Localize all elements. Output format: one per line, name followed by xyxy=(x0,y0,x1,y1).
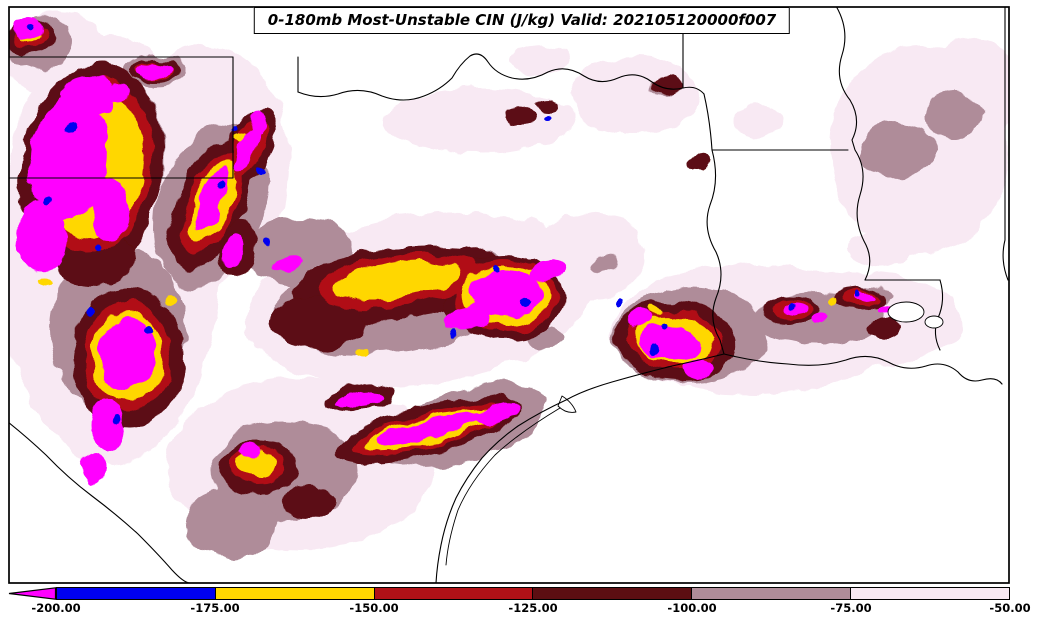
coast-louisiana xyxy=(723,353,1003,385)
colorbar-tick-label: -50.00 xyxy=(989,601,1031,615)
colorbar-tick-label: -175.00 xyxy=(190,601,240,615)
border-tx-ar xyxy=(703,93,713,151)
galveston-bay xyxy=(557,395,577,413)
border-tx-la-sabine xyxy=(706,149,725,355)
colorbar-segment xyxy=(373,587,534,600)
colorbar-tick-label: -100.00 xyxy=(667,601,717,615)
colorbar-tick-label: -125.00 xyxy=(508,601,558,615)
border-nm-tx xyxy=(9,56,234,179)
map-title-box: 0-180mb Most-Unstable CIN (J/kg) Valid: … xyxy=(253,7,791,34)
colorbar-tick-label: -75.00 xyxy=(830,601,872,615)
colorbar-segment xyxy=(532,587,693,600)
map-title: 0-180mb Most-Unstable CIN (J/kg) Valid: … xyxy=(267,11,777,29)
colorbar-segment xyxy=(691,587,852,600)
contour-level-magenta xyxy=(11,16,891,484)
colorbar-tick-label: -200.00 xyxy=(31,601,81,615)
state-borders xyxy=(9,7,1009,583)
lake-maurepas xyxy=(924,315,944,329)
colorbar-segment xyxy=(850,587,1010,600)
colorbar-segment xyxy=(214,587,375,600)
border-mississippi-river xyxy=(835,7,871,281)
map-canvas xyxy=(8,6,1010,584)
colorbar xyxy=(8,587,1010,600)
coast-barrier-islands xyxy=(445,407,561,566)
lake-pontchartrain xyxy=(887,301,925,323)
cin-filled-contours xyxy=(9,13,1009,560)
border-ms-al xyxy=(1002,7,1009,281)
border-red-river-ok-tx xyxy=(297,53,705,101)
colorbar-tick-label: -150.00 xyxy=(349,601,399,615)
border-rio-grande xyxy=(9,422,191,583)
colorbar-underflow-arrow-icon xyxy=(8,587,56,600)
contour-level-blue xyxy=(26,22,863,424)
colorbar-tick-labels: -200.00 -175.00 -150.00 -125.00 -100.00 -75.0… xyxy=(8,601,1042,619)
colorbar-segments xyxy=(56,587,1010,600)
coast-texas xyxy=(435,353,725,583)
colorbar-segment xyxy=(56,587,216,600)
